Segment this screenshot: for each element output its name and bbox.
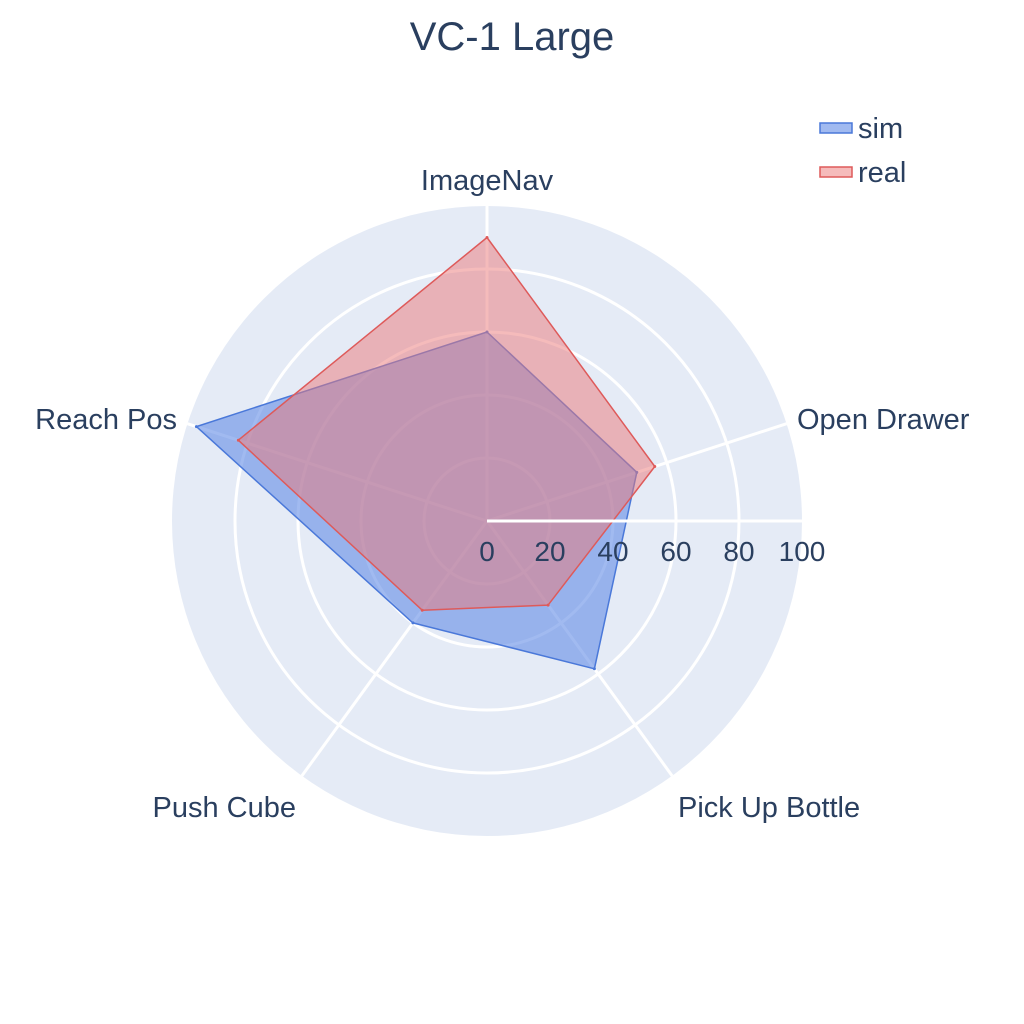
series-real-point (420, 608, 424, 612)
series-sim-point (592, 667, 596, 671)
category-label: Pick Up Bottle (678, 792, 860, 824)
legend-item-real[interactable]: real (819, 157, 906, 189)
chart-title: VC-1 Large (410, 15, 615, 59)
series-real-point (653, 464, 657, 468)
category-label: ImageNav (421, 165, 554, 197)
series-layer (194, 236, 657, 671)
series-real-point (485, 236, 489, 239)
radial-tick-label: 40 (597, 536, 628, 567)
radial-tick-label: 100 (779, 536, 826, 567)
series-sim-point (411, 621, 415, 625)
radial-tick-label: 0 (479, 536, 495, 567)
legend-item-sim[interactable]: sim (819, 113, 903, 145)
category-label: Reach Pos (35, 404, 177, 436)
radial-axis: 0 20 40 60 80 100 (479, 519, 826, 567)
series-sim-point (194, 425, 198, 429)
legend-label: real (858, 157, 906, 189)
radial-tick-label: 80 (723, 536, 754, 567)
radial-tick-label: 60 (660, 536, 691, 567)
legend[interactable]: sim real (819, 113, 906, 189)
series-real-point (236, 438, 240, 442)
legend-swatch-real (819, 166, 853, 178)
category-label: Push Cube (153, 792, 297, 824)
legend-swatch-sim (819, 122, 853, 134)
radial-tick-label: 20 (534, 536, 565, 567)
category-label: Open Drawer (797, 404, 970, 436)
series-real-area (237, 236, 656, 611)
series-real-point (546, 603, 550, 607)
angular-axis-labels: ImageNav Open Drawer Pick Up Bottle Push Cu… (35, 165, 970, 824)
legend-label: sim (858, 113, 903, 145)
